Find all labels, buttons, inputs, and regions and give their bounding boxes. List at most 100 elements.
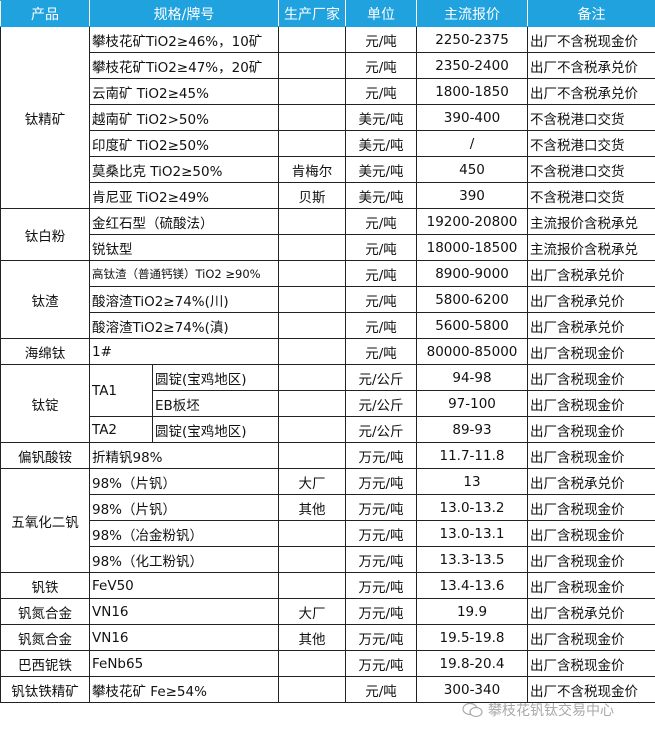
note-cell: 出厂含税现金价 — [527, 546, 655, 573]
price-cell: 19200-20800 — [416, 208, 528, 235]
price-cell: / — [416, 130, 528, 157]
unit-cell: 万元/吨 — [345, 572, 417, 599]
spec-cell: 1# — [89, 338, 279, 365]
spec-cell: 云南矿 TiO2≥45% — [89, 78, 279, 105]
unit-cell: 元/公斤 — [345, 364, 417, 391]
unit-cell: 元/吨 — [345, 26, 417, 53]
price-table: 产品 规格/牌号 生产厂家 单位 主流报价 备注 钛精矿 攀枝花矿TiO2≥46%… — [0, 0, 655, 703]
spec-cell: 圆锭(宝鸡地区) — [152, 416, 279, 443]
table-row: 攀枝花矿TiO2≥47%，20矿 元/吨 2350-2400 出厂不含税承兑价 — [1, 52, 655, 79]
table-row: 钛白粉 金红石型（硫酸法） 元/吨 19200-20800 主流报价含税承兑 — [0, 208, 655, 261]
product-cell: 钒铁 — [0, 572, 90, 599]
table-row: 钛锭 TA1 圆锭(宝鸡地区) 元/公斤 94-98 出厂含税现金价 — [0, 364, 655, 443]
spec-cell: 攀枝花矿TiO2≥47%，20矿 — [89, 52, 279, 79]
wechat-icon — [462, 702, 483, 718]
note-cell: 出厂含税现金价 — [527, 338, 655, 365]
table-row: TA2 圆锭(宝鸡地区) 元/公斤 89-93 出厂含税现金价 — [1, 416, 655, 443]
price-cell: 13.4-13.6 — [416, 572, 528, 599]
table-row: 印度矿 TiO2≥50% 美元/吨 / 不含税港口交货 — [1, 130, 655, 157]
unit-cell: 万元/吨 — [345, 442, 417, 469]
note-cell: 不含税港口交货 — [527, 182, 655, 209]
note-cell: 不含税港口交货 — [527, 104, 655, 131]
spec-cell: 98%（冶金粉钒） — [89, 520, 279, 547]
note-cell: 出厂含税承兑价 — [527, 468, 655, 495]
product-cell: 五氧化二钒 — [0, 468, 90, 573]
note-cell: 出厂含税承兑价 — [527, 598, 655, 625]
maker-cell: 其他 — [278, 494, 346, 521]
price-cell: 2350-2400 — [416, 52, 528, 79]
price-cell: 18000-18500 — [416, 234, 528, 261]
table-row: 海绵钛 1# 元/吨 80000-85000 出厂含税现金价 — [0, 338, 655, 365]
unit-cell: 万元/吨 — [345, 468, 417, 495]
unit-cell: 万元/吨 — [345, 598, 417, 625]
note-cell: 出厂含税现金价 — [527, 390, 655, 417]
price-cell: 2250-2375 — [416, 26, 528, 53]
note-cell: 出厂不含税现金价 — [527, 676, 655, 703]
product-cell: 钒氮合金 — [0, 598, 90, 625]
price-cell: 1800-1850 — [416, 78, 528, 105]
price-cell: 390-400 — [416, 104, 528, 131]
table-row: 锐钛型 元/吨 18000-18500 主流报价含税承兑 — [1, 234, 655, 261]
table-row: 钒钛铁精矿 攀枝花矿 Fe≥54% 元/吨 300-340 出厂不含税现金价 — [0, 676, 655, 703]
product-cell: 钒钛铁精矿 — [0, 676, 90, 703]
unit-cell: 元/吨 — [345, 208, 417, 235]
product-cell: 巴西铌铁 — [0, 650, 90, 677]
spec-cell: 98%（片钒） — [89, 468, 279, 495]
table-row: 巴西铌铁 FeNb65 万元/吨 19.8-20.4 出厂含税现金价 — [0, 650, 655, 677]
spec-cell: 印度矿 TiO2≥50% — [89, 130, 279, 157]
spec-cell: 越南矿 TiO2>50% — [89, 104, 279, 131]
note-cell: 出厂含税现金价 — [527, 624, 655, 651]
price-cell: 80000-85000 — [416, 338, 528, 365]
price-cell: 13.0-13.2 — [416, 494, 528, 521]
maker-cell — [278, 520, 346, 547]
unit-cell: 万元/吨 — [345, 520, 417, 547]
note-cell: 不含税港口交货 — [527, 156, 655, 183]
maker-cell — [278, 26, 346, 53]
note-cell: 出厂含税现金价 — [527, 572, 655, 599]
product-cell: 钛白粉 — [0, 208, 90, 261]
product-cell: 钛渣 — [0, 260, 90, 339]
unit-cell: 美元/吨 — [345, 104, 417, 131]
price-cell: 11.7-11.8 — [416, 442, 528, 469]
table-row: 钒氮合金 VN16 其他 万元/吨 19.5-19.8 出厂含税现金价 — [0, 624, 655, 651]
table-row: 98%（片钒） 其他 万元/吨 13.0-13.2 出厂含税现金价 — [1, 494, 655, 521]
unit-cell: 万元/吨 — [345, 494, 417, 521]
spec-cell: 金红石型（硫酸法） — [89, 208, 279, 235]
table-row: 钛精矿 攀枝花矿TiO2≥46%，10矿 元/吨 2250-2375 出厂不含税现金价 — [0, 26, 655, 209]
watermark-text: 攀枝花钒钛交易中心 — [488, 703, 614, 719]
maker-cell — [278, 104, 346, 131]
table-row: 五氧化二钒 98%（片钒） 大厂 万元/吨 13 出厂含税承兑价 — [0, 468, 655, 573]
header-row: 产品 规格/牌号 生产厂家 单位 主流报价 备注 — [0, 0, 655, 27]
spec-cell: 攀枝花矿 Fe≥54% — [89, 676, 279, 703]
table-row: 越南矿 TiO2>50% 美元/吨 390-400 不含税港口交货 — [1, 104, 655, 131]
maker-cell — [278, 286, 346, 313]
price-cell: 97-100 — [416, 390, 528, 417]
maker-cell — [278, 676, 346, 703]
price-cell: 300-340 — [416, 676, 528, 703]
unit-cell: 美元/吨 — [345, 182, 417, 209]
table-row: 莫桑比克 TiO2≥50% 肯梅尔 美元/吨 450 不含税港口交货 — [1, 156, 655, 183]
unit-cell: 元/吨 — [345, 286, 417, 313]
watermark: 攀枝花钒钛交易中心 — [462, 700, 614, 720]
maker-cell: 其他 — [278, 624, 346, 651]
price-cell: 13.3-13.5 — [416, 546, 528, 573]
unit-cell: 元/吨 — [345, 676, 417, 703]
note-cell: 不含税港口交货 — [527, 130, 655, 157]
maker-cell — [278, 546, 346, 573]
table-row: 钛渣 高钛渣（普通钙镁）TiO2 ≥90% 元/吨 8900-9000 出厂含税承兑价 — [0, 260, 655, 339]
maker-cell — [278, 234, 346, 261]
spec-cell: 98%（化工粉钒） — [89, 546, 279, 573]
note-cell: 主流报价含税承兑 — [527, 234, 655, 261]
maker-cell — [278, 260, 346, 287]
grade-cell: TA1 — [89, 364, 153, 417]
maker-cell — [278, 52, 346, 79]
table-row: 98%（冶金粉钒） 万元/吨 13.0-13.1 出厂含税现金价 — [1, 520, 655, 547]
spec-cell: 攀枝花矿TiO2≥46%，10矿 — [89, 26, 279, 53]
note-cell: 出厂不含税承兑价 — [527, 78, 655, 105]
table-row: 酸溶渣TiO2≥74%(川) 元/吨 5800-6200 出厂含税承兑价 — [1, 286, 655, 313]
price-cell: 5800-6200 — [416, 286, 528, 313]
unit-cell: 美元/吨 — [345, 156, 417, 183]
maker-cell — [278, 78, 346, 105]
spec-cell: 酸溶渣TiO2≥74%(川) — [89, 286, 279, 313]
maker-cell: 肯梅尔 — [278, 156, 346, 183]
